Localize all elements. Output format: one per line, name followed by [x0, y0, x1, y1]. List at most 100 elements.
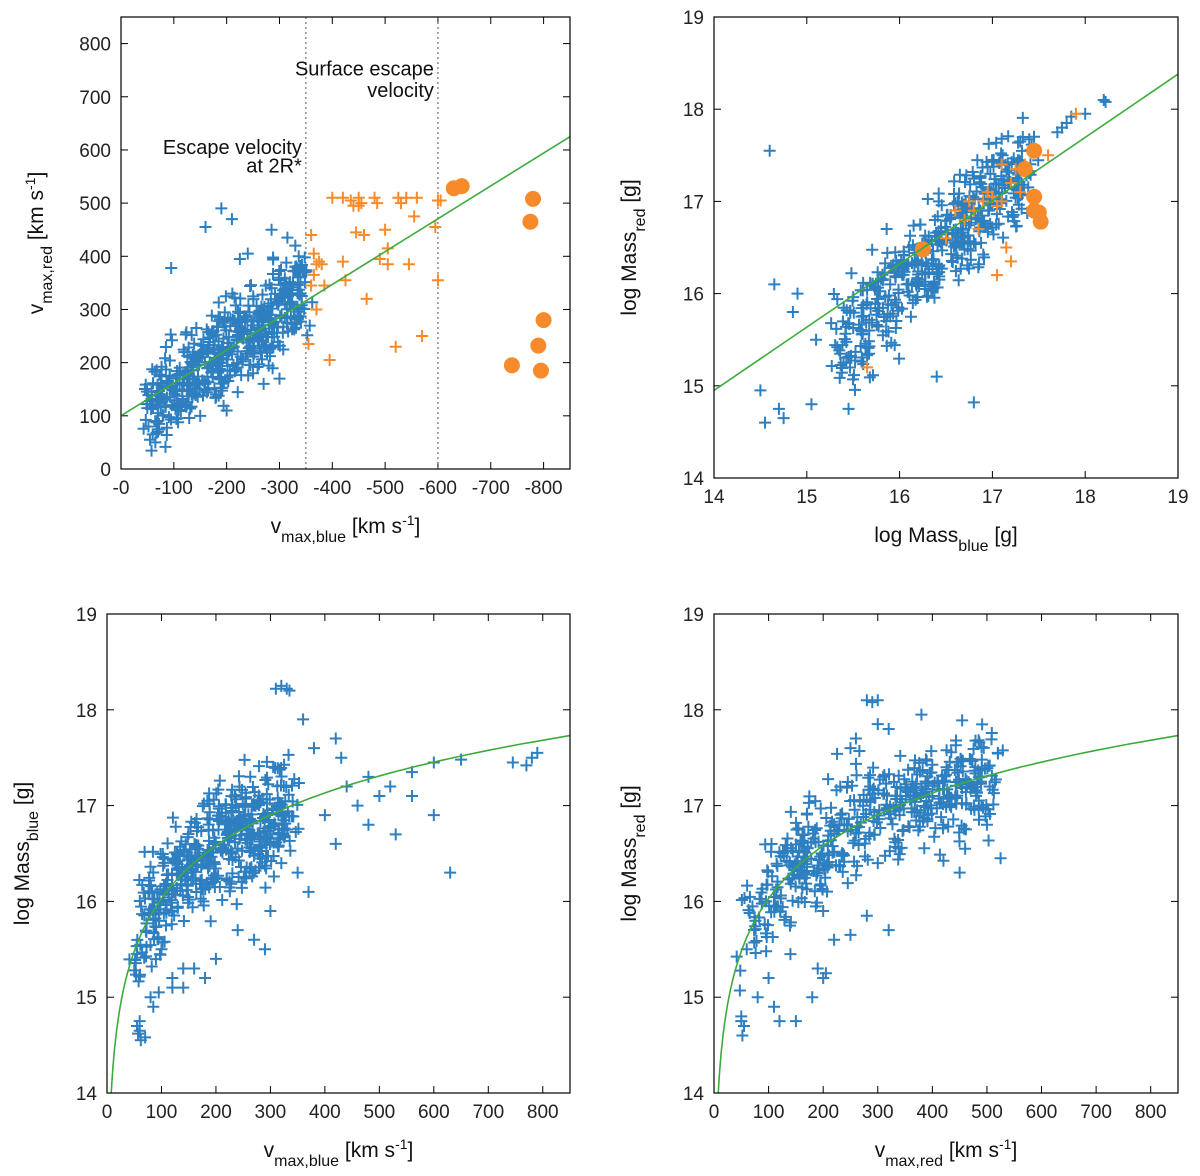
- data-point-blue: [520, 759, 533, 772]
- data-point-blue: [738, 1019, 751, 1032]
- data-point-blue: [919, 753, 932, 766]
- data-point-blue: [128, 964, 141, 977]
- data-point-blue: [892, 842, 905, 855]
- y-tick-label: 300: [79, 300, 111, 321]
- data-point-blue: [146, 428, 159, 441]
- data-point-blue: [225, 213, 238, 226]
- data-point-blue: [901, 784, 914, 797]
- data-point-blue: [271, 792, 284, 805]
- data-point-blue: [781, 832, 794, 845]
- data-point-blue: [219, 798, 232, 811]
- y-tick-label: 17: [683, 797, 704, 818]
- data-point-blue: [983, 780, 996, 793]
- panel-b-massred-vs-massblue: 14 15 16 17 18 19 14 15 16 17 18 19 log Massblue [g]…: [618, 8, 1189, 555]
- y-tick-label: 18: [683, 100, 704, 121]
- x-tick-label: 800: [527, 1102, 559, 1123]
- data-point-blue: [210, 388, 223, 401]
- data-point-blue: [226, 801, 239, 814]
- data-point-blue: [904, 229, 917, 242]
- data-point-blue: [264, 904, 277, 917]
- plot-area: [714, 73, 1178, 429]
- data-point-blue: [858, 837, 871, 850]
- y-tick-label: 400: [79, 247, 111, 268]
- data-point-blue: [955, 819, 968, 832]
- data-point-blue: [926, 758, 939, 771]
- data-point-blue: [982, 759, 995, 772]
- data-point-blue: [777, 850, 790, 863]
- data-point-blue: [187, 359, 199, 372]
- data-point-blue: [263, 278, 276, 291]
- data-point-blue: [241, 247, 254, 260]
- data-point-blue: [742, 904, 755, 917]
- data-point-blue: [197, 333, 210, 346]
- data-point-blue: [221, 360, 234, 373]
- data-point-orange: [416, 330, 429, 343]
- data-point-blue: [910, 275, 923, 288]
- x-axis-label: vmax,blue [km s-1]: [264, 1136, 414, 1170]
- data-point-blue: [282, 788, 295, 801]
- data-point-blue: [880, 777, 893, 790]
- data-point-blue: [213, 774, 226, 787]
- x-tick-label: 16: [889, 487, 910, 508]
- data-point-blue: [847, 837, 860, 850]
- x-tick-label: 200: [807, 1102, 839, 1123]
- data-point-blue: [193, 846, 206, 859]
- data-point-blue: [855, 355, 868, 368]
- data-point-blue: [181, 831, 194, 844]
- data-point-blue: [985, 733, 998, 746]
- data-point-blue: [161, 837, 174, 850]
- data-point-blue: [805, 836, 818, 849]
- data-point-blue: [958, 175, 971, 188]
- data-point-blue: [200, 386, 213, 399]
- data-point-blue: [790, 855, 803, 868]
- y-tick-label: 19: [683, 8, 704, 29]
- data-point-orange: [371, 197, 384, 210]
- data-point-blue: [750, 935, 763, 948]
- data-point-orange: [307, 247, 320, 260]
- data-point-blue: [268, 321, 281, 334]
- data-point-blue: [784, 948, 797, 961]
- data-point-blue: [243, 865, 256, 878]
- data-point-blue: [148, 893, 161, 906]
- data-point-orange-big: [1016, 161, 1033, 178]
- data-point-blue: [213, 313, 226, 326]
- data-point-blue: [226, 867, 239, 880]
- x-tick-label: -800: [525, 478, 563, 499]
- data-point-blue: [389, 828, 402, 841]
- data-point-blue: [203, 787, 216, 800]
- x-tick-label: -200: [208, 478, 246, 499]
- data-point-orange: [381, 258, 394, 271]
- data-point-blue: [969, 237, 982, 250]
- data-point-blue: [949, 265, 962, 278]
- data-point-blue: [848, 803, 861, 816]
- data-point-blue: [840, 781, 853, 794]
- data-point-blue: [982, 834, 995, 847]
- data-point-blue: [761, 919, 774, 932]
- data-point-orange: [379, 223, 392, 236]
- data-point-blue: [244, 829, 257, 842]
- y-tick-label: 15: [76, 988, 97, 1009]
- data-point-blue: [202, 376, 215, 389]
- x-tick-label: -600: [419, 478, 457, 499]
- data-point-blue: [244, 770, 257, 783]
- data-point-blue: [935, 262, 948, 275]
- data-point-blue: [860, 694, 873, 707]
- data-point-blue: [899, 790, 912, 803]
- data-point-blue: [779, 910, 792, 923]
- data-point-blue: [133, 1015, 146, 1028]
- data-point-orange-big: [503, 357, 520, 374]
- data-point-blue: [294, 287, 307, 300]
- data-point-blue: [190, 382, 203, 395]
- data-point-blue: [256, 288, 269, 301]
- data-point-blue: [847, 291, 860, 304]
- data-point-blue: [329, 837, 342, 850]
- data-point-blue: [215, 370, 228, 383]
- data-point-blue: [836, 807, 849, 820]
- data-point-blue: [255, 353, 268, 366]
- data-point-blue: [174, 840, 187, 853]
- y-tick-label: 17: [76, 797, 97, 818]
- data-point-blue: [948, 187, 961, 200]
- data-point-blue: [427, 809, 440, 822]
- data-point-blue: [893, 259, 906, 272]
- data-point-blue: [852, 839, 865, 852]
